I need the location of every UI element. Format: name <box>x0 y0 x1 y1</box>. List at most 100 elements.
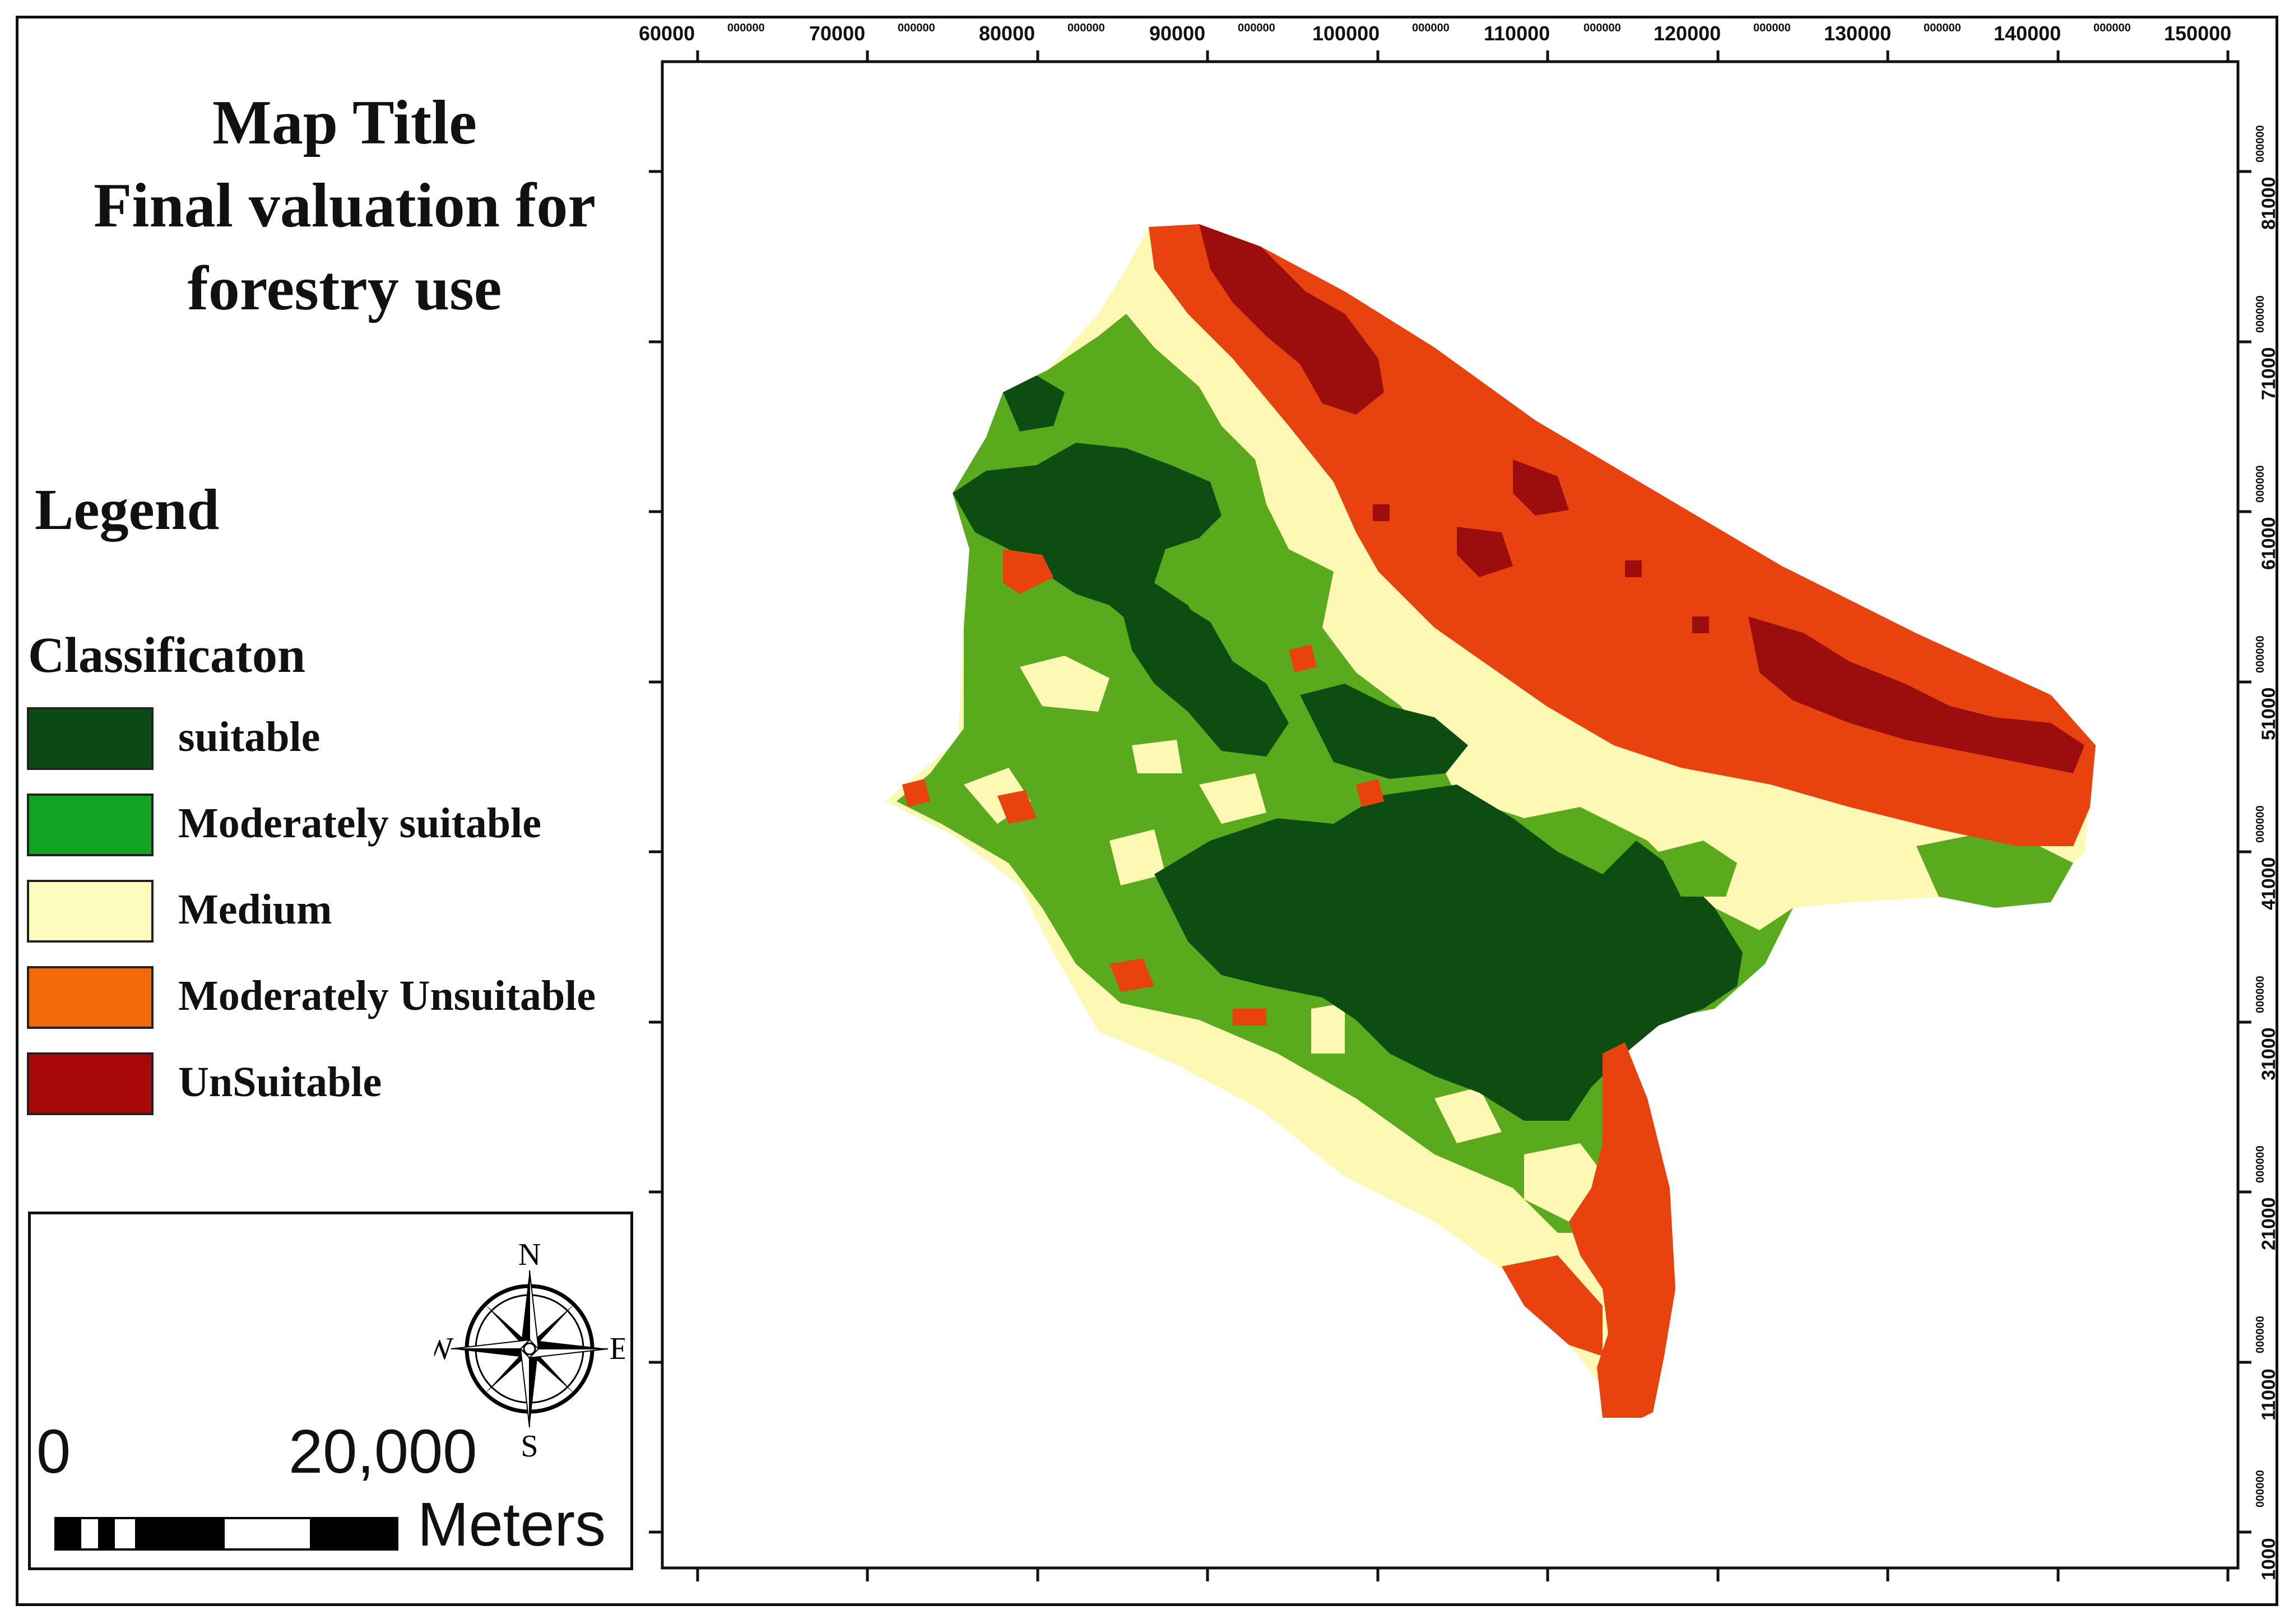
legend-swatch <box>27 1052 154 1115</box>
region-unsuitable-spot <box>1692 616 1709 633</box>
top-axis-ticks <box>696 50 2230 63</box>
region-medium-patch <box>1311 1003 1345 1054</box>
scale-start-label: 0 <box>36 1417 71 1486</box>
right-tick-label: 1000 <box>2258 1538 2279 1580</box>
legend-label: Medium <box>178 886 332 933</box>
right-tick-label: 21000 <box>2258 1197 2279 1250</box>
right-tick-sublabel: 000000 <box>2254 635 2267 673</box>
scale-bar <box>54 1517 398 1551</box>
region-moderately-unsuitable-south <box>1569 1042 1675 1418</box>
region-suitable-nw-2 <box>1121 594 1289 757</box>
top-tick-sublabel: 000000 <box>1753 22 1791 34</box>
region-medium-patch <box>1132 740 1182 773</box>
legend-heading: Legend <box>35 477 220 542</box>
map-title-line-3: forestry use <box>187 254 502 323</box>
legend-label: suitable <box>178 713 321 760</box>
region-moderately-unsuitable-patch <box>1233 1009 1266 1026</box>
compass-label-w: W <box>434 1331 454 1366</box>
left-axis-ticks <box>649 170 662 1534</box>
region-unsuitable-mid-2 <box>1457 527 1513 577</box>
right-tick-label: 81000 <box>2258 177 2279 230</box>
region-moderately-unsuitable-patch <box>997 790 1037 824</box>
region-unsuitable-spot <box>1373 504 1390 521</box>
bottom-axis-ticks <box>696 1567 2230 1581</box>
right-tick-sublabel: 000000 <box>2254 1145 2267 1183</box>
region-moderately-unsuitable-patch <box>1109 958 1154 992</box>
top-tick-sublabel: 000000 <box>1238 22 1275 34</box>
legend-label: Moderately Unsuitable <box>178 972 596 1019</box>
top-tick-label: 80000 <box>979 22 1035 45</box>
map-frame <box>16 16 2278 1606</box>
classification-heading: Classificaton <box>28 628 305 683</box>
top-tick-sublabel: 000000 <box>898 22 935 34</box>
north-arrow-compass-rose-icon: N S W E <box>434 1237 625 1461</box>
right-tick-sublabel: 000000 <box>2254 465 2267 503</box>
legend-label: UnSuitable <box>178 1059 382 1106</box>
region-suitable-central <box>1154 785 1743 1121</box>
top-tick-label: 70000 <box>809 22 865 45</box>
top-tick-sublabel: 000000 <box>1924 22 1961 34</box>
region-medium-patch <box>1199 773 1266 824</box>
right-tick-sublabel: 000000 <box>2254 976 2267 1013</box>
region-moderately-unsuitable-patch <box>902 779 930 807</box>
right-tick-sublabel: 000000 <box>2254 1316 2267 1353</box>
region-medium-patch <box>1434 1087 1502 1143</box>
right-tick-label: 31000 <box>2258 1027 2279 1080</box>
right-tick-sublabel: 000000 <box>2254 125 2267 163</box>
top-tick-sublabel: 000000 <box>2093 22 2131 34</box>
right-tick-label: 11000 <box>2258 1368 2279 1421</box>
suitability-map <box>885 224 2096 1418</box>
region-medium-patch <box>1109 829 1165 885</box>
top-tick-label: 60000 <box>639 22 695 45</box>
region-moderately-unsuitable-patch <box>1003 549 1053 594</box>
scale-units-label: Meters <box>417 1490 606 1559</box>
region-moderately-unsuitable-patch <box>1289 644 1317 672</box>
map-title-line-1: Map Title <box>212 88 477 157</box>
top-tick-label: 110000 <box>1484 22 1550 45</box>
right-tick-label: 71000 <box>2258 347 2279 400</box>
right-tick-sublabel: 000000 <box>2254 1470 2267 1507</box>
top-tick-label: 140000 <box>1994 22 2061 45</box>
top-tick-sublabel: 000000 <box>727 22 765 34</box>
compass-label-n: N <box>518 1237 541 1272</box>
region-unsuitable-east <box>1748 616 2084 773</box>
right-tick-label: 51000 <box>2258 687 2279 740</box>
legend-swatch <box>27 707 154 770</box>
map-title: Map Title Final valuation for forestry u… <box>28 81 661 330</box>
top-tick-label: 150000 <box>2164 22 2231 45</box>
compass-label-s: S <box>521 1429 538 1461</box>
right-tick-sublabel: 000000 <box>2254 295 2267 333</box>
scale-compass-box: N S W E 0 20,000 Meters <box>28 1212 633 1570</box>
right-axis-labels: 81000 000000 71000 000000 61000 000000 5… <box>2254 125 2279 1580</box>
legend-swatch <box>27 966 154 1029</box>
top-tick-sublabel: 000000 <box>1583 22 1621 34</box>
compass-label-e: E <box>610 1331 625 1366</box>
region-suitable-nw-3 <box>1003 375 1065 431</box>
top-tick-label: 90000 <box>1149 22 1205 45</box>
legend-swatch <box>27 880 154 943</box>
top-axis-labels: 60000 000000 70000 000000 80000 000000 9… <box>639 22 2231 45</box>
region-unsuitable-mid <box>1513 460 1569 516</box>
region-suitable-central-2 <box>1300 684 1468 779</box>
top-tick-label: 130000 <box>1824 22 1891 45</box>
region-unsuitable-north <box>1199 224 1384 415</box>
right-axis-ticks <box>2238 170 2251 1534</box>
right-tick-label: 41000 <box>2258 857 2279 910</box>
top-tick-label: 100000 <box>1312 22 1380 45</box>
top-tick-label: 120000 <box>1654 22 1721 45</box>
top-tick-sublabel: 000000 <box>1067 22 1105 34</box>
map-title-line-2: Final valuation for <box>93 171 596 240</box>
legend-swatch <box>27 794 154 856</box>
region-moderately-unsuitable-south-2 <box>1502 1255 1603 1356</box>
region-moderately-suitable-east-2 <box>1659 841 1737 897</box>
region-unsuitable-spot <box>1625 560 1642 577</box>
region-medium-patch <box>1020 656 1109 712</box>
legend-label: Moderately suitable <box>178 800 542 847</box>
scale-end-label: 20,000 <box>289 1417 477 1486</box>
region-moderately-suitable-east <box>1916 835 2073 908</box>
right-tick-label: 61000 <box>2258 517 2279 570</box>
top-tick-sublabel: 000000 <box>1412 22 1450 34</box>
right-tick-sublabel: 000000 <box>2254 805 2267 843</box>
region-moderately-unsuitable-patch <box>1356 779 1384 807</box>
